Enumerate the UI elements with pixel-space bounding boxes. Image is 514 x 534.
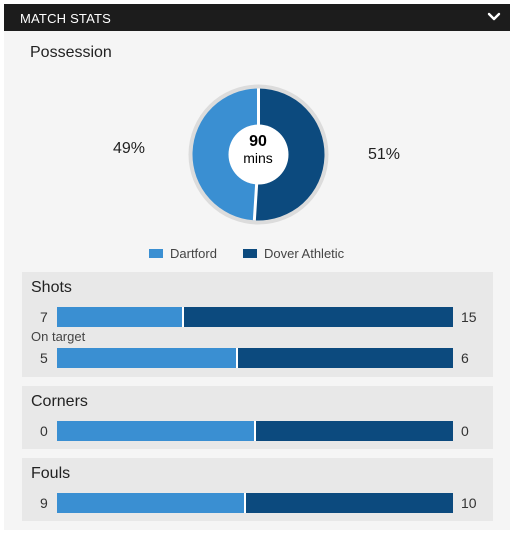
corners-home-bar: [57, 421, 254, 441]
legend-away-label: Dover Athletic: [263, 245, 345, 261]
on-target-away-bar: [238, 348, 453, 368]
shots-away-bar: [184, 307, 453, 327]
legend-item-away: Dover Athletic: [242, 245, 345, 261]
legend: Dartford Dover Athletic: [149, 244, 370, 262]
away-possession-pct: 51%: [368, 146, 401, 163]
corners-home-value: 0: [40, 423, 48, 439]
on-target-away-value: 6: [461, 350, 469, 366]
away-color-swatch: [242, 248, 257, 258]
stats-panel: Possession 49% 51% 90 mins Dartford Dove…: [4, 31, 510, 530]
home-possession-pct: 49%: [113, 140, 146, 157]
fouls-home-bar: [57, 493, 244, 513]
match-minutes: 90: [249, 133, 267, 150]
fouls-away-bar: [246, 493, 453, 513]
fouls-away-value: 10: [461, 495, 477, 511]
possession-title: Possession: [30, 44, 112, 61]
corners-bar: [57, 421, 453, 441]
home-possession-slice: [192, 88, 259, 221]
minutes-unit: mins: [243, 150, 273, 166]
fouls-home-value: 9: [40, 495, 48, 511]
home-color-swatch: [149, 248, 163, 258]
shots-section: Shots 7 15 On target 5 6: [22, 272, 493, 377]
shots-title: Shots: [31, 279, 72, 296]
corners-section: Corners 0 0: [22, 386, 493, 449]
possession-donut: [188, 84, 329, 225]
shots-bar: [57, 307, 453, 327]
donut-center-label: 90 mins: [228, 124, 288, 184]
header-title: MATCH STATS: [20, 11, 112, 26]
fouls-section: Fouls 9 10: [22, 458, 493, 521]
shots-home-bar: [57, 307, 182, 327]
on-target-home-value: 5: [40, 350, 48, 366]
shots-away-value: 15: [461, 309, 477, 325]
fouls-title: Fouls: [31, 465, 71, 482]
legend-home-label: Dartford: [170, 245, 217, 261]
chevron-down-icon[interactable]: [486, 9, 502, 25]
on-target-label: On target: [31, 329, 86, 344]
away-possession-slice: [254, 88, 325, 221]
fouls-bar: [57, 493, 453, 513]
corners-away-bar: [256, 421, 453, 441]
shots-home-value: 7: [40, 309, 48, 325]
match-stats-header[interactable]: MATCH STATS: [4, 4, 510, 31]
legend-item-home: Dartford: [149, 246, 217, 261]
on-target-bar: [57, 348, 453, 368]
on-target-home-bar: [57, 348, 236, 368]
corners-away-value: 0: [461, 423, 469, 439]
corners-title: Corners: [31, 393, 88, 410]
